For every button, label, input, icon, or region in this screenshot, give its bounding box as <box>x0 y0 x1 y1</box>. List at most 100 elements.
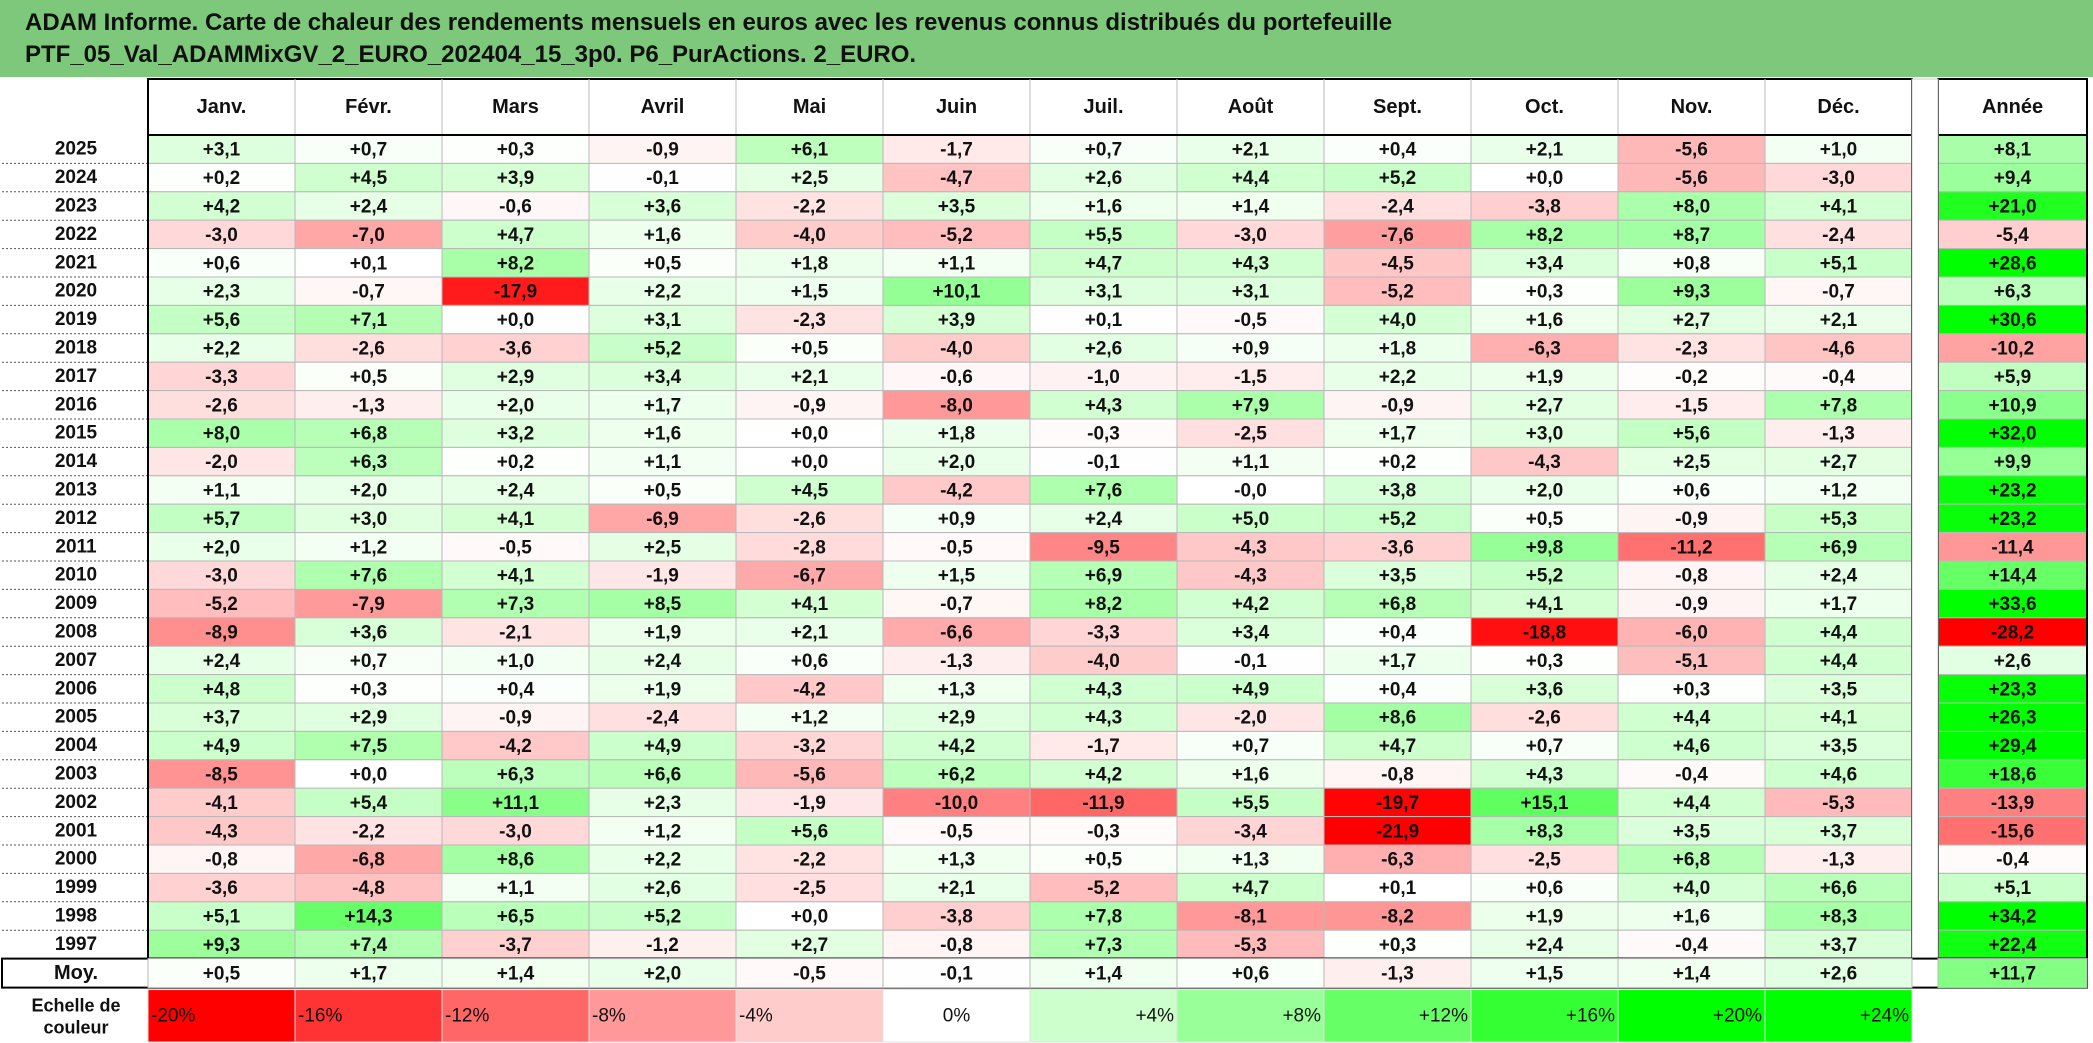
cell-value: +2,2 <box>1379 367 1417 388</box>
cell-value: -4,1 <box>205 793 238 814</box>
cell-value: +3,5 <box>1820 679 1858 700</box>
cell-value: -8,0 <box>940 395 973 416</box>
cell-value: -5,6 <box>1675 140 1708 161</box>
heatmap-cell <box>735 446 884 477</box>
cell-value: +9,8 <box>1526 537 1564 558</box>
heatmap-cell <box>1470 361 1619 392</box>
cell-value: +3,0 <box>1526 424 1564 445</box>
cell-value: +8,2 <box>1526 225 1564 246</box>
cell-value: -0,5 <box>940 821 973 842</box>
cell-value: -4,8 <box>352 878 385 899</box>
heatmap-cell <box>588 588 737 619</box>
heatmap-cell <box>1029 248 1178 278</box>
cell-value: +2,9 <box>497 367 535 388</box>
heatmap-cell <box>1470 617 1619 647</box>
heatmap-cell <box>588 759 737 789</box>
scale-label: 0% <box>943 1005 971 1026</box>
heatmap-cell <box>882 219 1031 250</box>
cell-value: -3,3 <box>1087 623 1120 644</box>
cell-value: +2,4 <box>1085 509 1123 530</box>
scale-swatch <box>294 989 443 1043</box>
cell-value: -1,3 <box>1822 850 1855 871</box>
cell-value: -3,0 <box>499 821 532 842</box>
heatmap-cell <box>294 503 443 534</box>
cell-value: +0,4 <box>1379 140 1417 161</box>
cell-value: +0,3 <box>497 140 535 161</box>
scale-swatch <box>588 989 737 1043</box>
heatmap-cell <box>882 872 1031 903</box>
heatmap-cell <box>882 844 1031 874</box>
cell-value: -3,6 <box>1381 537 1414 558</box>
cell-value: -2,6 <box>352 339 385 360</box>
annual-value: +10,9 <box>1988 395 2036 416</box>
year-label: 2014 <box>55 451 98 472</box>
cell-value: +8,6 <box>1379 708 1417 729</box>
cell-value: +1,6 <box>644 424 682 445</box>
heatmap-cell <box>1764 816 1913 846</box>
cell-value: +5,1 <box>1820 253 1858 274</box>
heatmap-cell <box>735 588 884 619</box>
cell-value: -0,4 <box>1675 935 1708 956</box>
cell-value: -1,7 <box>1087 736 1120 757</box>
scale-label: -8% <box>592 1005 626 1026</box>
heatmap-cell <box>294 390 443 420</box>
year-label: 2011 <box>55 536 97 557</box>
cell-value: -0,1 <box>1234 651 1267 672</box>
cell-value: -5,2 <box>1381 282 1414 303</box>
cell-value: -2,3 <box>793 310 826 331</box>
heatmap-cell <box>1323 361 1472 392</box>
cell-value: +0,0 <box>350 765 388 786</box>
heatmap-cell <box>147 816 296 846</box>
cell-value: +5,6 <box>791 821 829 842</box>
annual-value: +34,2 <box>1988 907 2036 928</box>
cell-value: +5,1 <box>203 907 241 928</box>
cell-value: +3,4 <box>644 367 682 388</box>
heatmap-cell <box>1176 191 1325 221</box>
cell-value: -0,4 <box>1822 367 1855 388</box>
heatmap-cell <box>294 475 443 505</box>
cell-value: +2,7 <box>1673 310 1711 331</box>
heatmap-cell <box>1470 674 1619 704</box>
heatmap-cell <box>588 560 737 590</box>
cell-value: +0,2 <box>497 452 535 473</box>
cell-value: -0,8 <box>1675 566 1708 587</box>
cell-value: +0,3 <box>1379 935 1417 956</box>
heatmap-cell <box>294 872 443 903</box>
cell-value: -4,0 <box>940 339 973 360</box>
heatmap-cell <box>441 532 590 562</box>
annual-value: -10,2 <box>1991 339 2034 360</box>
annual-value: -28,2 <box>1991 623 2034 644</box>
cell-value: +4,0 <box>1673 878 1711 899</box>
heatmap-cell <box>882 787 1031 818</box>
cell-value: -8,2 <box>1381 907 1414 928</box>
annual-cell <box>1937 219 2088 250</box>
heatmap-cell <box>882 191 1031 221</box>
cell-value: +1,7 <box>1379 424 1417 445</box>
heatmap-cell <box>294 191 443 221</box>
heatmap-cell <box>1029 702 1178 732</box>
annual-cell <box>1937 361 2088 392</box>
heatmap-cell <box>1176 248 1325 278</box>
heatmap-cell <box>1617 645 1766 676</box>
cell-value: +1,9 <box>1526 367 1564 388</box>
cell-value: -19,7 <box>1376 793 1419 814</box>
heatmap-cell <box>1617 191 1766 221</box>
title-line-1: ADAM Informe. Carte de chaleur des rende… <box>25 9 1393 36</box>
heatmap-cell <box>441 787 590 818</box>
year-label: 2000 <box>55 849 97 870</box>
heatmap-cell <box>441 446 590 477</box>
cell-value: +2,0 <box>203 537 241 558</box>
heatmap-cell <box>1176 730 1325 761</box>
cell-value: +6,1 <box>791 140 829 161</box>
scale-label: +4% <box>1135 1005 1174 1026</box>
heatmap-cell <box>441 503 590 534</box>
heatmap-cell <box>1029 219 1178 250</box>
heatmap-cell <box>1176 674 1325 704</box>
annual-value: +28,6 <box>1988 253 2036 274</box>
scale-label: -20% <box>151 1005 195 1026</box>
cell-value: +10,1 <box>932 282 981 303</box>
cell-value: -2,2 <box>352 821 385 842</box>
year-label: 2003 <box>55 764 97 785</box>
cell-value: +4,9 <box>644 736 682 757</box>
cell-value: +1,8 <box>938 424 976 445</box>
